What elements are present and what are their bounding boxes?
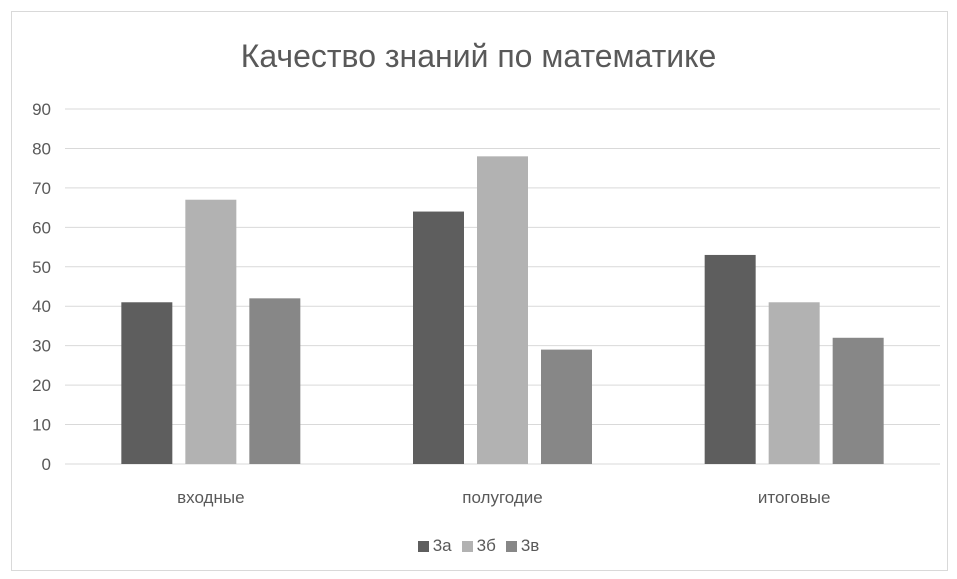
legend-swatch xyxy=(461,540,473,552)
y-tick-label: 80 xyxy=(32,139,51,158)
chart-legend: 3а 3б 3в xyxy=(0,536,957,556)
bar-3б-1 xyxy=(477,156,528,465)
legend-label: 3в xyxy=(520,536,540,555)
bar-3а-0 xyxy=(121,302,173,464)
y-tick-label: 70 xyxy=(32,179,51,198)
x-category-label: входные xyxy=(177,488,244,507)
bar-3в-2 xyxy=(832,337,884,464)
legend-swatch xyxy=(417,540,429,552)
y-tick-label: 10 xyxy=(32,416,51,435)
y-tick-label: 90 xyxy=(32,100,51,119)
y-tick-label: 50 xyxy=(32,258,51,277)
legend-item: 3б xyxy=(461,536,496,556)
x-category-label: итоговые xyxy=(758,488,831,507)
y-tick-label: 60 xyxy=(32,218,51,237)
y-tick-label: 20 xyxy=(32,376,51,395)
bar-3в-0 xyxy=(249,298,301,464)
bar-3а-1 xyxy=(413,211,464,464)
bar-3а-2 xyxy=(704,254,756,464)
chart-title: Качество знаний по математике xyxy=(240,38,717,74)
bar-3в-1 xyxy=(541,349,592,464)
legend-item: 3а xyxy=(417,536,452,556)
y-tick-label: 40 xyxy=(32,297,51,316)
y-tick-label: 30 xyxy=(32,337,51,356)
bar-3б-0 xyxy=(185,199,237,464)
legend-item: 3в xyxy=(505,536,540,556)
bar-3б-2 xyxy=(768,302,820,464)
y-tick-label: 0 xyxy=(42,455,51,474)
legend-label: 3а xyxy=(432,536,452,555)
legend-swatch xyxy=(505,540,517,552)
legend-label: 3б xyxy=(476,536,496,555)
x-category-label: полугодие xyxy=(462,488,542,507)
